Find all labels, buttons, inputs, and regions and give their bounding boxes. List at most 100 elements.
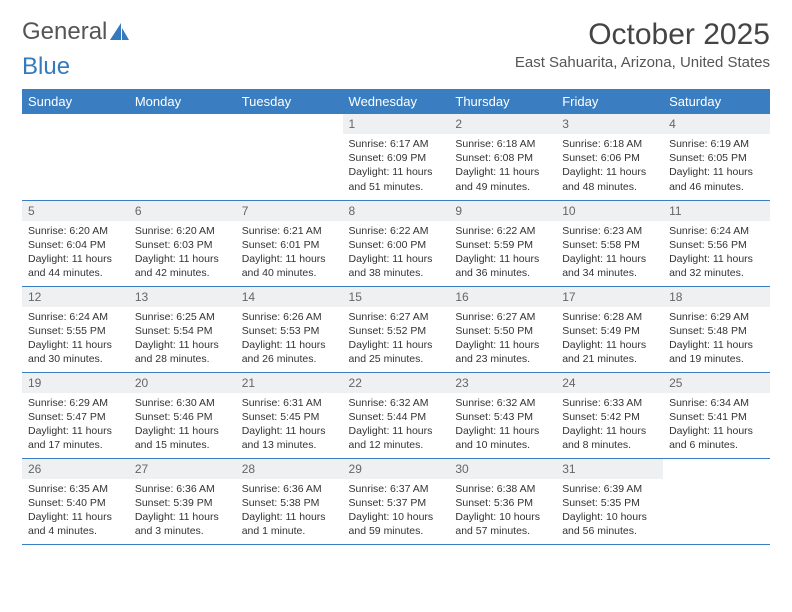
calendar-day-cell: 2Sunrise: 6:18 AMSunset: 6:08 PMDaylight… [449,114,556,200]
calendar-week-row: 5Sunrise: 6:20 AMSunset: 6:04 PMDaylight… [22,200,770,286]
calendar-week-row: 19Sunrise: 6:29 AMSunset: 5:47 PMDayligh… [22,372,770,458]
calendar-body: 1Sunrise: 6:17 AMSunset: 6:09 PMDaylight… [22,114,770,544]
calendar-day-cell: 15Sunrise: 6:27 AMSunset: 5:52 PMDayligh… [343,286,450,372]
calendar-table: SundayMondayTuesdayWednesdayThursdayFrid… [22,89,770,545]
calendar-day-cell: 29Sunrise: 6:37 AMSunset: 5:37 PMDayligh… [343,458,450,544]
calendar-day-cell: 28Sunrise: 6:36 AMSunset: 5:38 PMDayligh… [236,458,343,544]
calendar-day-cell: 30Sunrise: 6:38 AMSunset: 5:36 PMDayligh… [449,458,556,544]
weekday-header: Tuesday [236,89,343,114]
calendar-day-cell: 9Sunrise: 6:22 AMSunset: 5:59 PMDaylight… [449,200,556,286]
day-details: Sunrise: 6:32 AMSunset: 5:43 PMDaylight:… [449,393,556,457]
calendar-day-cell: 13Sunrise: 6:25 AMSunset: 5:54 PMDayligh… [129,286,236,372]
day-number: 8 [343,201,450,221]
calendar-day-cell: 17Sunrise: 6:28 AMSunset: 5:49 PMDayligh… [556,286,663,372]
day-number: 28 [236,459,343,479]
calendar-day-cell: 14Sunrise: 6:26 AMSunset: 5:53 PMDayligh… [236,286,343,372]
day-details: Sunrise: 6:26 AMSunset: 5:53 PMDaylight:… [236,307,343,371]
day-number: 11 [663,201,770,221]
day-details: Sunrise: 6:23 AMSunset: 5:58 PMDaylight:… [556,221,663,285]
day-details: Sunrise: 6:39 AMSunset: 5:35 PMDaylight:… [556,479,663,543]
day-details: Sunrise: 6:18 AMSunset: 6:08 PMDaylight:… [449,134,556,198]
day-details: Sunrise: 6:38 AMSunset: 5:36 PMDaylight:… [449,479,556,543]
logo: General [22,18,131,46]
calendar-day-cell: 22Sunrise: 6:32 AMSunset: 5:44 PMDayligh… [343,372,450,458]
day-number: 22 [343,373,450,393]
day-number: 10 [556,201,663,221]
logo-text-2: Blue [22,53,70,81]
calendar-day-cell: 19Sunrise: 6:29 AMSunset: 5:47 PMDayligh… [22,372,129,458]
day-details: Sunrise: 6:27 AMSunset: 5:50 PMDaylight:… [449,307,556,371]
calendar-day-cell: 27Sunrise: 6:36 AMSunset: 5:39 PMDayligh… [129,458,236,544]
day-details: Sunrise: 6:28 AMSunset: 5:49 PMDaylight:… [556,307,663,371]
day-number: 30 [449,459,556,479]
day-number: 31 [556,459,663,479]
day-number: 4 [663,114,770,134]
day-number: 1 [343,114,450,134]
day-details: Sunrise: 6:22 AMSunset: 5:59 PMDaylight:… [449,221,556,285]
day-number: 17 [556,287,663,307]
weekday-header: Thursday [449,89,556,114]
calendar-day-cell: 1Sunrise: 6:17 AMSunset: 6:09 PMDaylight… [343,114,450,200]
calendar-day-cell [236,114,343,200]
day-number: 15 [343,287,450,307]
day-number: 6 [129,201,236,221]
day-details: Sunrise: 6:22 AMSunset: 6:00 PMDaylight:… [343,221,450,285]
day-number: 16 [449,287,556,307]
day-details: Sunrise: 6:29 AMSunset: 5:47 PMDaylight:… [22,393,129,457]
day-details: Sunrise: 6:36 AMSunset: 5:38 PMDaylight:… [236,479,343,543]
calendar-day-cell: 25Sunrise: 6:34 AMSunset: 5:41 PMDayligh… [663,372,770,458]
calendar-week-row: 1Sunrise: 6:17 AMSunset: 6:09 PMDaylight… [22,114,770,200]
calendar-day-cell: 20Sunrise: 6:30 AMSunset: 5:46 PMDayligh… [129,372,236,458]
day-number: 13 [129,287,236,307]
calendar-day-cell: 11Sunrise: 6:24 AMSunset: 5:56 PMDayligh… [663,200,770,286]
calendar-day-cell: 3Sunrise: 6:18 AMSunset: 6:06 PMDaylight… [556,114,663,200]
day-number: 2 [449,114,556,134]
day-number: 12 [22,287,129,307]
calendar-day-cell: 4Sunrise: 6:19 AMSunset: 6:05 PMDaylight… [663,114,770,200]
calendar-day-cell: 16Sunrise: 6:27 AMSunset: 5:50 PMDayligh… [449,286,556,372]
calendar-header-row: SundayMondayTuesdayWednesdayThursdayFrid… [22,89,770,114]
day-number: 7 [236,201,343,221]
calendar-day-cell: 24Sunrise: 6:33 AMSunset: 5:42 PMDayligh… [556,372,663,458]
weekday-header: Wednesday [343,89,450,114]
title-block: October 2025 East Sahuarita, Arizona, Un… [515,18,770,71]
day-details: Sunrise: 6:30 AMSunset: 5:46 PMDaylight:… [129,393,236,457]
day-number: 24 [556,373,663,393]
day-details: Sunrise: 6:20 AMSunset: 6:03 PMDaylight:… [129,221,236,285]
calendar-day-cell [129,114,236,200]
day-number: 14 [236,287,343,307]
day-details: Sunrise: 6:32 AMSunset: 5:44 PMDaylight:… [343,393,450,457]
day-details: Sunrise: 6:34 AMSunset: 5:41 PMDaylight:… [663,393,770,457]
calendar-day-cell: 8Sunrise: 6:22 AMSunset: 6:00 PMDaylight… [343,200,450,286]
location: East Sahuarita, Arizona, United States [515,54,770,71]
day-details: Sunrise: 6:25 AMSunset: 5:54 PMDaylight:… [129,307,236,371]
day-details: Sunrise: 6:27 AMSunset: 5:52 PMDaylight:… [343,307,450,371]
logo-text-1: General [22,18,107,46]
logo-sail-icon [109,22,131,42]
calendar-day-cell: 21Sunrise: 6:31 AMSunset: 5:45 PMDayligh… [236,372,343,458]
day-details: Sunrise: 6:36 AMSunset: 5:39 PMDaylight:… [129,479,236,543]
day-number: 9 [449,201,556,221]
calendar-day-cell [663,458,770,544]
day-number: 18 [663,287,770,307]
day-number: 29 [343,459,450,479]
day-details: Sunrise: 6:24 AMSunset: 5:56 PMDaylight:… [663,221,770,285]
day-details: Sunrise: 6:20 AMSunset: 6:04 PMDaylight:… [22,221,129,285]
day-number: 27 [129,459,236,479]
day-details: Sunrise: 6:18 AMSunset: 6:06 PMDaylight:… [556,134,663,198]
day-number: 26 [22,459,129,479]
day-details: Sunrise: 6:35 AMSunset: 5:40 PMDaylight:… [22,479,129,543]
calendar-day-cell: 6Sunrise: 6:20 AMSunset: 6:03 PMDaylight… [129,200,236,286]
weekday-header: Monday [129,89,236,114]
day-details: Sunrise: 6:21 AMSunset: 6:01 PMDaylight:… [236,221,343,285]
weekday-header: Saturday [663,89,770,114]
day-number: 23 [449,373,556,393]
month-title: October 2025 [515,18,770,52]
calendar-week-row: 26Sunrise: 6:35 AMSunset: 5:40 PMDayligh… [22,458,770,544]
calendar-day-cell: 23Sunrise: 6:32 AMSunset: 5:43 PMDayligh… [449,372,556,458]
day-number: 20 [129,373,236,393]
calendar-day-cell: 18Sunrise: 6:29 AMSunset: 5:48 PMDayligh… [663,286,770,372]
day-number: 21 [236,373,343,393]
day-number: 3 [556,114,663,134]
calendar-day-cell: 10Sunrise: 6:23 AMSunset: 5:58 PMDayligh… [556,200,663,286]
